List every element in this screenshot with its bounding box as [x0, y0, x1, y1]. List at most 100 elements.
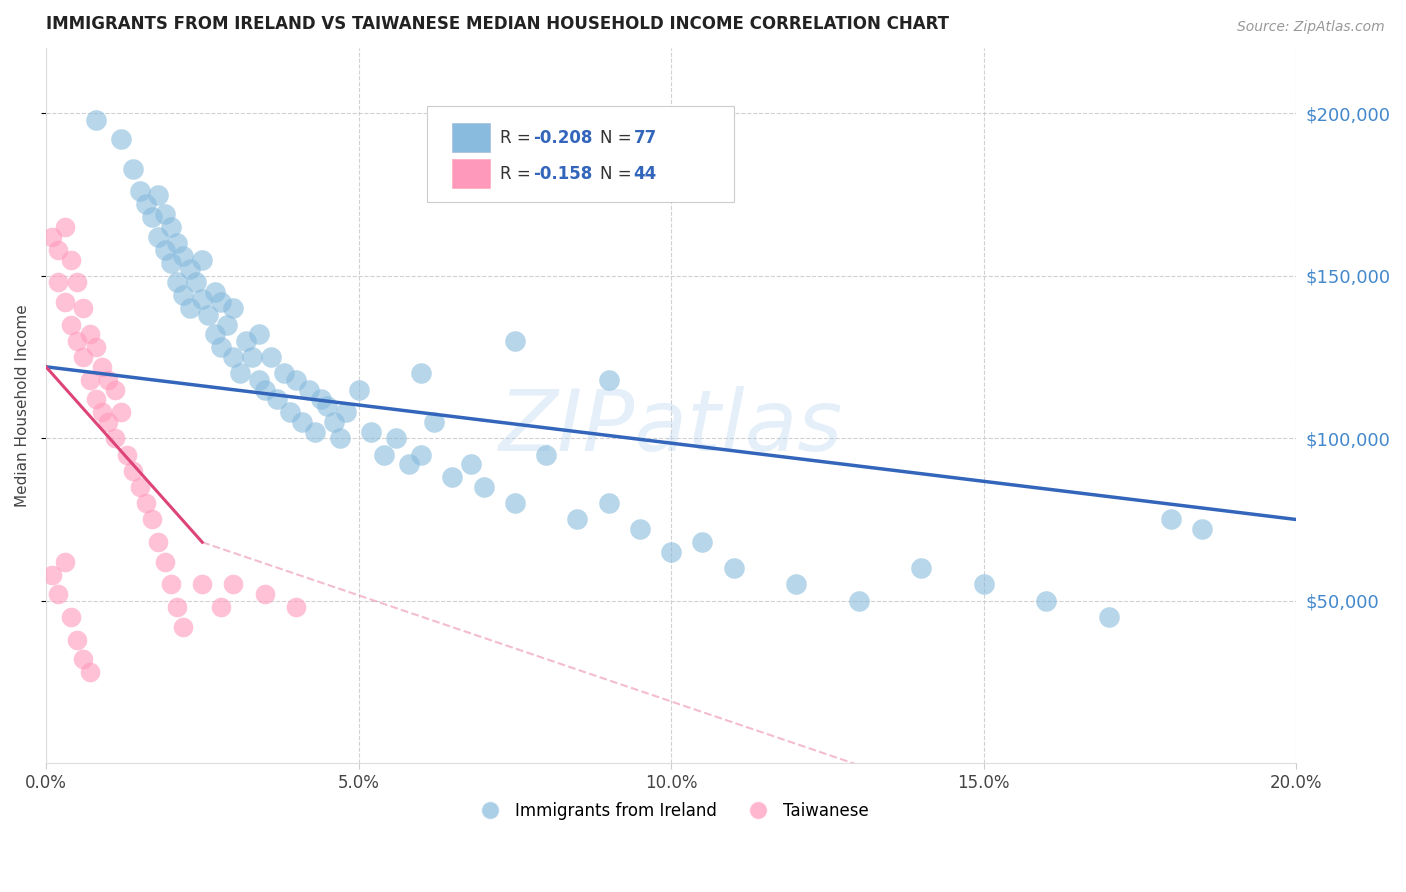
Point [1191, 522, 1213, 536]
Point [79, 327, 101, 342]
Point [229, 366, 252, 380]
Point [297, 383, 319, 397]
Point [409, 366, 432, 380]
Point [79, 373, 101, 387]
Point [191, 577, 214, 591]
Text: IMMIGRANTS FROM IRELAND VS TAIWANESE MEDIAN HOUSEHOLD INCOME CORRELATION CHART: IMMIGRANTS FROM IRELAND VS TAIWANESE MED… [46, 15, 949, 33]
Point [179, 262, 201, 277]
Point [141, 512, 163, 526]
Point [91, 405, 114, 419]
Text: N =: N = [600, 164, 637, 183]
Legend: Immigrants from Ireland, Taiwanese: Immigrants from Ireland, Taiwanese [467, 795, 876, 826]
Point [160, 220, 183, 235]
Point [84, 112, 107, 127]
Point [503, 334, 526, 348]
Point [166, 600, 188, 615]
Point [235, 334, 257, 348]
Point [53, 220, 76, 235]
Point [304, 425, 326, 439]
Point [179, 301, 201, 316]
Point [59, 318, 82, 332]
Point [104, 383, 127, 397]
Point [253, 587, 276, 601]
Point [217, 318, 239, 332]
Point [160, 577, 183, 591]
Point [222, 350, 245, 364]
Point [104, 431, 127, 445]
Point [441, 470, 464, 484]
Point [191, 252, 214, 267]
Point [135, 197, 157, 211]
Point [72, 652, 94, 666]
Point [184, 276, 207, 290]
Point [191, 292, 214, 306]
Point [160, 256, 183, 270]
Point [204, 285, 226, 299]
Text: N =: N = [600, 128, 637, 147]
Point [291, 415, 314, 429]
Point [48, 276, 70, 290]
Point [222, 301, 245, 316]
Point [385, 431, 408, 445]
Point [409, 448, 432, 462]
Point [910, 561, 932, 575]
Y-axis label: Median Household Income: Median Household Income [15, 304, 30, 508]
Point [240, 350, 263, 364]
Point [204, 327, 226, 342]
Point [973, 577, 995, 591]
Point [91, 359, 114, 374]
Point [48, 243, 70, 257]
Point [59, 610, 82, 624]
Text: R =: R = [499, 164, 536, 183]
Point [59, 252, 82, 267]
Text: -0.208: -0.208 [533, 128, 593, 147]
Point [1035, 593, 1057, 607]
Point [141, 211, 163, 225]
Point [335, 405, 357, 419]
Point [53, 555, 76, 569]
Point [322, 415, 344, 429]
Point [309, 392, 332, 407]
Point [848, 593, 870, 607]
Point [110, 132, 132, 146]
Point [72, 301, 94, 316]
Point [122, 464, 145, 478]
Point [110, 405, 132, 419]
Point [598, 373, 620, 387]
Point [247, 373, 270, 387]
Point [278, 405, 301, 419]
Point [84, 392, 107, 407]
Point [41, 567, 63, 582]
Point [173, 288, 195, 302]
Point [347, 383, 370, 397]
Text: R =: R = [499, 128, 536, 147]
Point [360, 425, 382, 439]
Point [659, 545, 682, 559]
FancyBboxPatch shape [453, 123, 489, 152]
Point [79, 665, 101, 680]
Point [253, 383, 276, 397]
Point [209, 340, 232, 354]
Point [260, 350, 283, 364]
Point [285, 600, 308, 615]
Point [135, 496, 157, 510]
Text: 44: 44 [634, 164, 657, 183]
Point [785, 577, 807, 591]
Point [72, 350, 94, 364]
Point [567, 512, 589, 526]
Point [84, 340, 107, 354]
Point [273, 366, 295, 380]
Point [148, 230, 170, 244]
Point [173, 249, 195, 263]
Point [329, 431, 352, 445]
Point [166, 236, 188, 251]
Point [41, 230, 63, 244]
Point [373, 448, 395, 462]
Point [422, 415, 444, 429]
Point [1160, 512, 1182, 526]
Point [153, 243, 176, 257]
Point [173, 620, 195, 634]
Point [53, 294, 76, 309]
FancyBboxPatch shape [427, 105, 734, 202]
Point [197, 308, 219, 322]
